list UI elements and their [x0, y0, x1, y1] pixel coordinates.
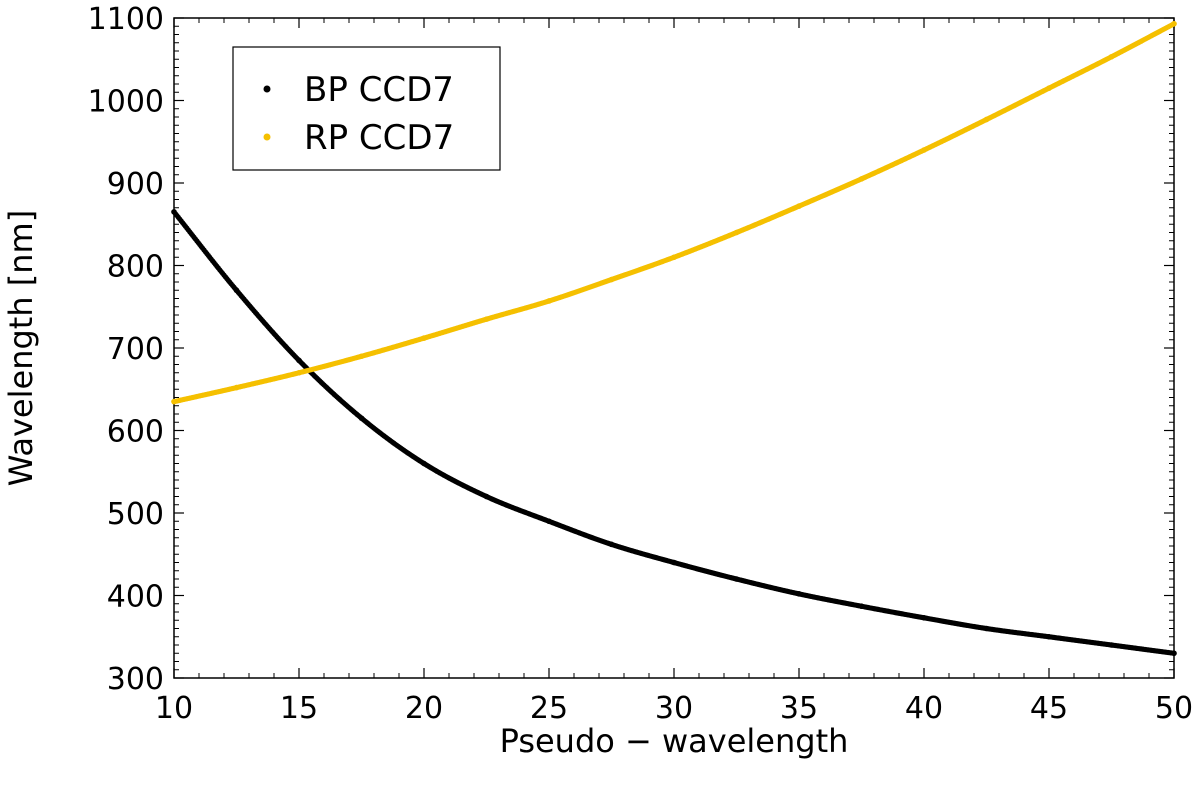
series-1-point	[608, 276, 615, 283]
series-1-point	[983, 116, 990, 123]
series-0-point	[171, 209, 177, 215]
series-1-point	[421, 335, 427, 341]
y-tick-label: 500	[107, 497, 164, 532]
series-1-point	[296, 369, 302, 376]
x-tick-label: 25	[530, 691, 568, 726]
series-0-point	[671, 559, 677, 566]
x-tick-label: 40	[905, 691, 943, 726]
ticks: 10 15 20 25 30 35 40 45 50 300 400 500 600 700 800 900 1…	[88, 2, 1193, 726]
y-tick-label: 300	[107, 662, 164, 697]
series-1-point	[671, 254, 677, 261]
series-1-point	[733, 229, 740, 236]
x-tick-label: 10	[155, 691, 193, 726]
legend-label-bp: BP CCD7	[304, 70, 454, 110]
series-1-point	[1171, 20, 1177, 27]
y-tick-label: 900	[107, 167, 164, 202]
series-0-point	[608, 541, 615, 548]
series-1-point	[546, 298, 552, 304]
series-0-point	[1171, 650, 1177, 657]
legend: BP CCD7 RP CCD7	[232, 46, 501, 171]
series-1-point	[483, 316, 490, 322]
series-0-point	[233, 287, 240, 294]
series-1-point	[233, 384, 240, 391]
x-tick-label: 30	[655, 691, 693, 726]
series-0-point	[546, 518, 552, 525]
y-tick-label: 700	[107, 332, 164, 367]
series-0-point	[1108, 642, 1115, 648]
x-tick-label: 35	[780, 691, 818, 726]
series-0-point	[733, 576, 740, 582]
legend-marker-rp	[263, 133, 271, 141]
series-1-point	[1046, 85, 1052, 91]
series-0-point	[483, 493, 490, 500]
series-0-point	[296, 357, 302, 364]
legend-marker-bp	[263, 85, 271, 93]
x-tick-label: 15	[280, 691, 318, 726]
y-tick-label: 600	[107, 415, 164, 450]
series-1-point	[858, 176, 865, 182]
y-tick-label: 1000	[88, 85, 164, 120]
x-axis-label: Pseudo − wavelength	[500, 722, 849, 760]
series-layer	[171, 20, 1177, 657]
series-1-point	[171, 398, 177, 405]
series-0-point	[921, 614, 927, 621]
series-1-point	[796, 203, 802, 209]
series-0-trail	[171, 209, 1177, 656]
series-1-point	[921, 147, 927, 153]
series-0-point	[796, 591, 802, 597]
y-tick-label: 400	[107, 580, 164, 615]
series-1-trail	[171, 21, 1177, 405]
y-tick-label: 800	[107, 250, 164, 285]
y-axis-label: Wavelength [nm]	[2, 210, 40, 486]
series-1-point	[358, 353, 365, 360]
series-0-point	[358, 415, 365, 421]
x-tick-label: 45	[1030, 691, 1068, 726]
series-0-point	[983, 625, 990, 632]
y-tick-label: 1100	[88, 2, 164, 37]
series-0-point	[858, 603, 865, 610]
x-tick-label: 20	[405, 691, 443, 726]
series-0-point	[1046, 633, 1052, 640]
series-0-point	[421, 460, 427, 467]
legend-label-rp: RP CCD7	[304, 118, 454, 158]
legend-box	[232, 46, 501, 171]
series-1-point	[1108, 53, 1115, 60]
x-tick-label: 50	[1155, 691, 1193, 726]
